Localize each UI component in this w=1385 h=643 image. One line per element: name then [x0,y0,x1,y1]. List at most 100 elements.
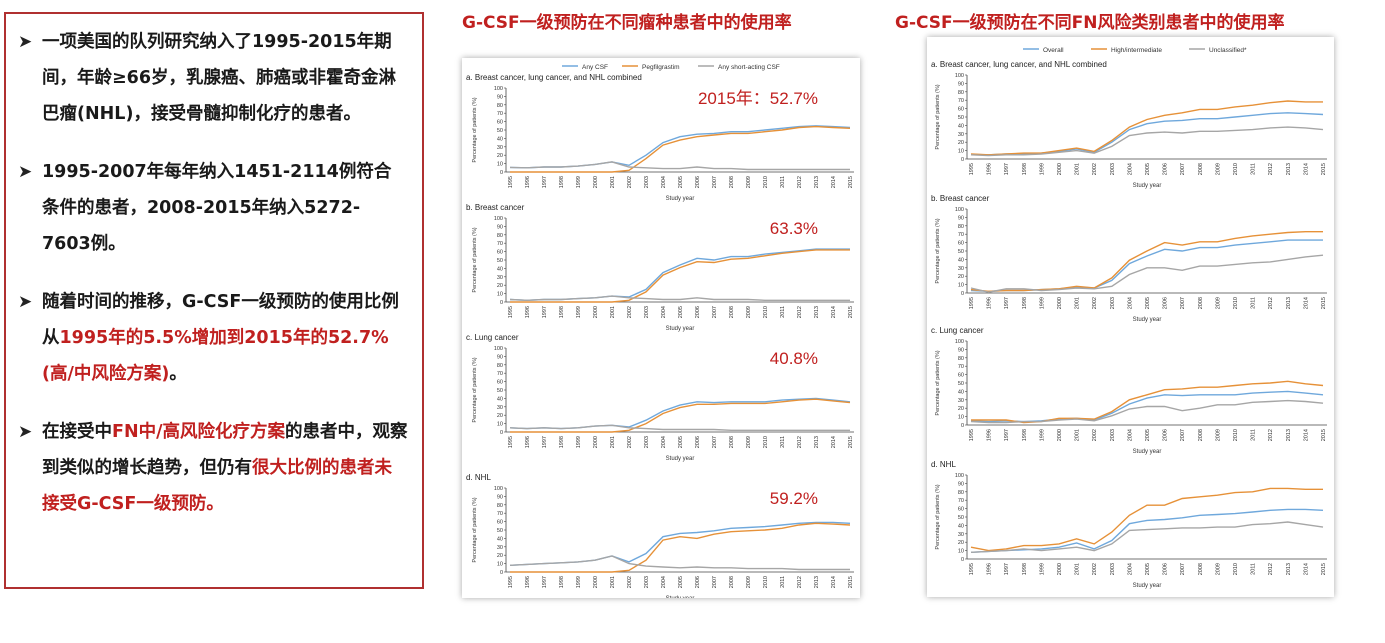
y-tick-label: 40 [497,136,503,142]
x-tick-label: 2001 [1075,429,1081,441]
chart-subplot: d. NHL 0 10 20 30 40 50 60 70 80 90 100 1995 1996 1997… [931,460,1327,589]
y-tick-label: 30 [958,398,964,404]
y-tick-label: 50 [497,528,503,534]
series-line [510,125,851,173]
x-tick-label: 2012 [797,306,803,318]
x-tick-label: 2013 [1286,429,1292,441]
x-tick-label: 2009 [1215,297,1221,309]
x-tick-label: 2000 [1057,563,1063,575]
y-tick-label: 40 [497,396,503,402]
series-line [509,555,850,571]
y-tick-label: 80 [958,356,964,362]
x-tick-label: 2010 [763,576,769,588]
x-tick-label: 2006 [695,576,701,588]
right-chart-panel: Overall High/intermediate Unclassified* a. … [927,37,1334,597]
x-tick-label: 2011 [1251,429,1257,441]
y-tick-label: 90 [497,354,503,360]
right-chart-svg: Overall High/intermediate Unclassified* a. … [931,47,1327,589]
y-tick-label: 0 [961,291,964,297]
x-tick-label: 1997 [1004,563,1010,575]
chart-subplot: a. Breast cancer, lung cancer, and NHL c… [466,73,854,202]
chart-subplot: c. Lung cancer 0 10 20 30 40 50 60 70 80 90 100 1995… [466,333,854,462]
y-tick-label: 70 [958,498,964,504]
x-tick-label: 2008 [1198,429,1204,441]
x-tick-label: 2013 [814,306,820,318]
x-tick-label: 2005 [678,436,684,448]
y-tick-label: 10 [958,283,964,289]
x-tick-label: 1997 [542,176,548,188]
y-tick-label: 0 [500,300,503,306]
x-tick-label: 2003 [1110,297,1116,309]
x-tick-label: 1996 [525,436,531,448]
y-tick-label: 70 [497,111,503,117]
x-tick-label: 2005 [1145,429,1151,441]
x-tick-label: 1999 [576,306,582,318]
subplot-title: d. NHL [466,473,491,482]
bullet-segment: 1995-2007年每年纳入1451-2114例符合条件的患者，2008-201… [42,162,392,254]
x-tick-label: 2004 [661,576,667,588]
y-tick-label: 80 [497,103,503,109]
chart-subplot: d. NHL 0 10 20 30 40 50 60 70 80 90 100 1995 1996 1997… [466,473,854,602]
y-tick-label: 70 [497,371,503,377]
y-tick-label: 30 [497,545,503,551]
legend-label: Pegfilgrastim [642,64,680,71]
y-tick-label: 10 [497,562,503,568]
x-tick-label: 2002 [1092,163,1098,175]
x-tick-label: 2011 [780,436,786,448]
y-tick-label: 60 [497,380,503,386]
legend-label: Any CSF [582,64,608,71]
x-tick-label: 1998 [559,436,565,448]
y-tick-label: 50 [958,515,964,521]
legend-label: Overall [1043,47,1064,54]
series-line [970,126,1324,157]
x-tick-label: 2013 [1286,163,1292,175]
series-line [509,125,851,169]
x-tick-label: 2011 [1251,563,1257,575]
x-tick-label: 2010 [763,176,769,188]
x-tick-label: 2001 [1075,163,1081,175]
x-tick-label: 2002 [627,436,633,448]
y-tick-label: 30 [497,405,503,411]
y-tick-label: 70 [958,98,964,104]
series-line [509,295,850,302]
x-tick-label: 2011 [1251,163,1257,175]
chart-legend: Overall High/intermediate Unclassified* [1023,47,1247,54]
y-tick-label: 90 [958,347,964,353]
y-tick-label: 40 [497,266,503,272]
y-tick-label: 80 [958,490,964,496]
y-tick-label: 40 [958,257,964,263]
x-tick-label: 2010 [1233,297,1239,309]
annotation-label: 59.2% [770,489,818,508]
x-tick-label: 2014 [831,436,837,448]
x-tick-label: 1996 [987,163,993,175]
series-line [509,424,850,431]
y-tick-label: 0 [961,157,964,163]
x-tick-label: 1998 [1022,163,1028,175]
y-tick-label: 20 [958,140,964,146]
x-tick-label: 2015 [848,576,854,588]
x-tick-label: 2015 [1321,429,1327,441]
y-tick-label: 10 [497,422,503,428]
x-tick-label: 2014 [1303,563,1309,575]
x-tick-label: 2001 [610,176,616,188]
y-tick-label: 0 [500,430,503,436]
x-tick-label: 2003 [1110,429,1116,441]
x-tick-label: 1997 [1004,297,1010,309]
y-axis-label: Percentage of patients (%) [935,350,941,415]
x-tick-label: 1998 [1022,297,1028,309]
y-tick-label: 10 [497,292,503,298]
x-tick-label: 1996 [987,429,993,441]
x-tick-label: 2005 [678,306,684,318]
x-tick-label: 2002 [1092,297,1098,309]
y-tick-label: 0 [500,170,503,176]
series-line [510,249,850,303]
x-tick-label: 1997 [542,436,548,448]
series-line [510,398,851,433]
subplot-title: c. Lung cancer [931,326,984,335]
x-tick-label: 1995 [969,163,975,175]
x-tick-label: 2003 [644,436,650,448]
x-tick-label: 2015 [1321,563,1327,575]
y-tick-label: 20 [497,283,503,289]
annotation-label: 63.3% [770,219,818,238]
right-section-title: G-CSF一级预防在不同FN风险类别患者中的使用率 [895,13,1285,33]
